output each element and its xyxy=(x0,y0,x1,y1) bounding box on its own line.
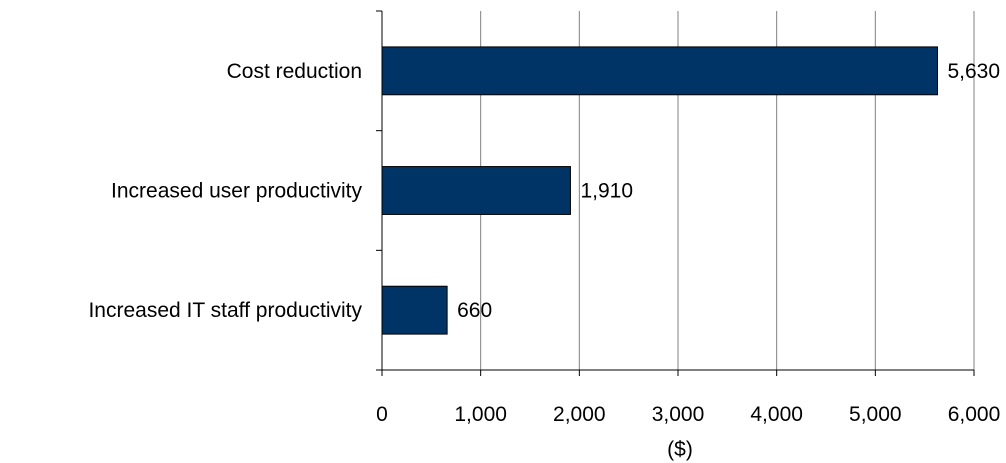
category-label: Increased IT staff productivity xyxy=(88,299,362,322)
data-labels: 5,630 1,910 660 xyxy=(457,60,1000,322)
category-label: Increased user productivity xyxy=(111,180,362,203)
x-tick-label: 0 xyxy=(376,403,388,426)
category-label: Cost reduction xyxy=(227,60,362,83)
x-tick-label: 3,000 xyxy=(652,403,705,426)
category-labels: Cost reduction Increased user productivit… xyxy=(88,60,362,322)
bar xyxy=(381,46,938,96)
data-label: 5,630 xyxy=(947,60,1000,83)
bar xyxy=(381,166,571,215)
x-axis-label: ($) xyxy=(667,438,693,461)
x-tick-label: 6,000 xyxy=(948,403,1001,426)
x-tick-label: 5,000 xyxy=(849,403,902,426)
x-tick-label: 2,000 xyxy=(553,403,606,426)
axes xyxy=(376,10,975,376)
x-tick-label: 4,000 xyxy=(750,403,803,426)
data-label: 1,910 xyxy=(580,180,633,203)
x-tick-labels: 0 1,000 2,000 3,000 4,000 5,000 6,000 xyxy=(376,403,1000,426)
data-label: 660 xyxy=(457,299,492,322)
x-tick-label: 1,000 xyxy=(454,403,507,426)
bars xyxy=(381,46,938,335)
bar xyxy=(381,285,448,335)
